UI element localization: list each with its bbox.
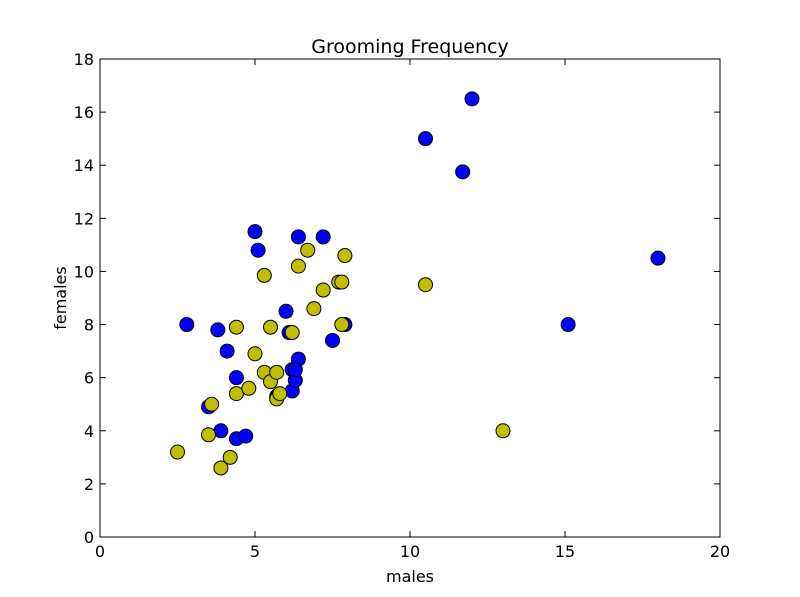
data-point-series-1 <box>238 428 254 444</box>
plot-frame <box>99 58 721 538</box>
data-point-series-1 <box>315 229 331 245</box>
data-point-series-2 <box>315 282 331 298</box>
data-point-series-2 <box>269 364 285 380</box>
data-point-series-2 <box>247 346 263 362</box>
data-point-series-1 <box>210 322 226 338</box>
data-point-series-1 <box>278 303 294 319</box>
data-point-series-1 <box>247 224 263 240</box>
y-tick-label: 8 <box>84 316 94 335</box>
y-axis-label: females <box>51 266 70 330</box>
data-point-series-2 <box>334 274 350 290</box>
axis-ticks: 0 5 10 15 20 0 2 4 6 8 10 12 14 16 18 <box>74 50 731 561</box>
data-point-series-2 <box>495 423 511 439</box>
data-point-series-1 <box>650 250 666 266</box>
chart-title: Grooming Frequency <box>311 36 508 58</box>
data-point-series-2 <box>222 449 238 465</box>
data-point-series-1 <box>325 332 340 348</box>
data-point-series-2 <box>337 248 353 264</box>
y-tick-label: 6 <box>84 369 94 388</box>
x-tick-label: 20 <box>710 542 730 561</box>
data-point-series-1 <box>228 370 244 386</box>
data-point-series-2 <box>204 396 220 412</box>
x-tick-label: 15 <box>555 542 575 561</box>
data-point-series-1 <box>455 164 471 180</box>
plot-area <box>100 59 720 537</box>
y-tick-label: 16 <box>74 103 94 122</box>
data-point-series-2 <box>334 317 350 333</box>
data-point-series-2 <box>201 427 216 443</box>
data-point-series-1 <box>213 423 229 439</box>
y-tick-label: 12 <box>74 209 94 228</box>
y-tick-label: 0 <box>84 528 94 547</box>
y-tick-label: 14 <box>74 156 94 175</box>
data-point-series-1 <box>250 242 266 258</box>
data-point-series-2 <box>228 386 244 402</box>
data-point-series-2 <box>290 258 306 274</box>
y-tick-label: 10 <box>74 262 94 281</box>
y-tick-label: 2 <box>84 475 94 494</box>
data-point-series-1 <box>287 362 303 378</box>
data-point-series-2 <box>256 267 272 283</box>
data-point-series-1 <box>219 343 235 359</box>
data-point-series-2 <box>228 319 244 335</box>
data-point-series-2 <box>418 277 433 293</box>
x-tick-label: 10 <box>400 542 420 561</box>
y-tick-label: 4 <box>84 422 94 441</box>
data-point-series-2 <box>272 386 288 402</box>
data-point-series-2 <box>170 444 185 460</box>
x-axis-label: males <box>386 567 434 586</box>
x-tick-label: 0 <box>95 542 105 561</box>
data-point-series-2 <box>213 460 229 476</box>
x-tick-label: 5 <box>250 542 260 561</box>
data-point-series-1 <box>464 91 480 107</box>
data-point-series-2 <box>263 319 278 335</box>
data-point-series-1 <box>418 131 433 147</box>
data-point-series-1 <box>179 317 195 333</box>
data-point-series-2 <box>300 242 316 258</box>
data-points <box>170 91 666 476</box>
y-tick-label: 18 <box>74 50 94 69</box>
data-point-series-1 <box>560 317 576 333</box>
data-point-series-2 <box>241 380 257 396</box>
data-point-series-1 <box>290 229 306 245</box>
data-point-series-2 <box>306 301 322 317</box>
data-point-series-2 <box>284 325 300 341</box>
